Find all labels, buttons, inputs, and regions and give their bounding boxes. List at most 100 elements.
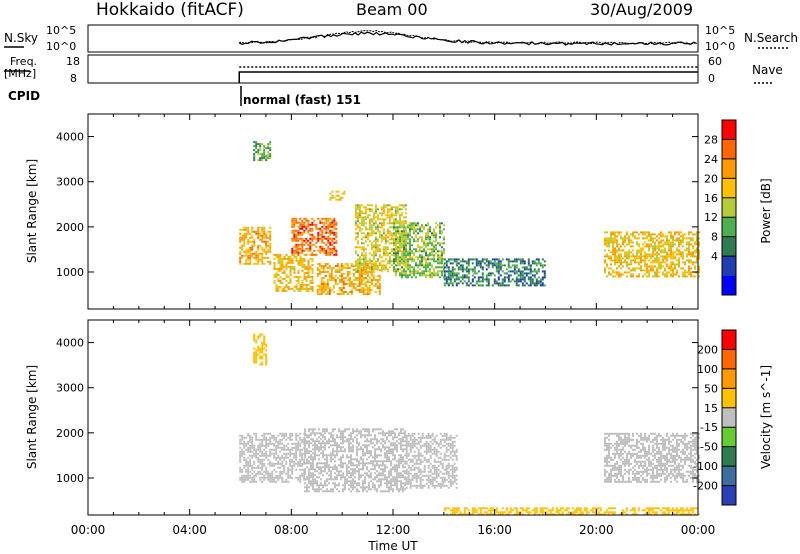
data-cell: [372, 266, 375, 269]
data-cell: [378, 464, 380, 467]
data-cell: [376, 448, 378, 451]
data-cell: [529, 276, 532, 279]
data-cell: [646, 235, 648, 238]
data-cell: [388, 488, 390, 491]
data-cell: [329, 229, 332, 232]
data-cell: [624, 271, 626, 274]
data-cell: [441, 256, 443, 259]
data-cell: [374, 246, 377, 249]
data-cell: [358, 462, 360, 465]
data-cell: [263, 230, 266, 233]
data-cell: [257, 234, 260, 237]
data-cell: [322, 430, 324, 433]
data-cell: [471, 274, 474, 277]
data-cell: [394, 468, 396, 471]
data-cell: [507, 258, 510, 261]
data-cell: [670, 235, 672, 238]
data-cell: [390, 216, 393, 219]
data-cell: [644, 251, 646, 254]
data-cell: [304, 450, 306, 453]
data-cell: [521, 282, 524, 285]
data-cell: [676, 239, 678, 242]
data-cell: [269, 236, 272, 239]
data-cell: [690, 253, 692, 256]
data-cell: [618, 253, 620, 256]
data-cell: [374, 264, 377, 267]
data-cell: [316, 470, 318, 473]
data-cell: [678, 265, 680, 268]
data-cell: [660, 245, 662, 248]
data-cell: [247, 464, 250, 467]
data-cell: [310, 438, 312, 441]
data-cell: [638, 273, 640, 276]
data-cell: [297, 287, 300, 290]
data-cell: [533, 262, 536, 265]
data-cell: [327, 231, 330, 234]
data-cell: [642, 243, 644, 246]
data-cell: [303, 225, 306, 228]
data-cell: [315, 245, 318, 248]
data-cell: [400, 476, 402, 479]
data-cell: [604, 259, 606, 262]
data-cell: [372, 277, 375, 279]
data-cell: [604, 269, 606, 272]
data-cell: [415, 272, 417, 275]
data-cell: [541, 264, 544, 267]
data-cell: [374, 488, 376, 491]
data-cell: [388, 430, 390, 433]
data-cell: [384, 432, 386, 435]
data-cell: [352, 444, 354, 447]
data-cell: [386, 254, 389, 257]
data-cell: [330, 273, 333, 275]
data-cell: [610, 233, 612, 236]
data-cell: [354, 430, 356, 433]
data-cell: [279, 269, 282, 272]
data-cell: [324, 484, 326, 487]
data-cell: [306, 452, 308, 455]
data-cell: [690, 237, 692, 240]
data-cell: [313, 219, 316, 222]
data-cell: [427, 480, 430, 483]
data-cell: [401, 262, 403, 265]
data-cell: [531, 270, 534, 273]
data-cell: [618, 259, 620, 262]
data-cell: [630, 263, 632, 266]
data-cell: [299, 263, 302, 266]
data-cell: [668, 245, 670, 248]
data-cell: [441, 262, 443, 265]
data-cell: [491, 264, 494, 267]
data-cell: [336, 448, 338, 451]
data-cell: [289, 279, 292, 282]
data-cell: [471, 284, 474, 287]
data-cell: [413, 232, 415, 235]
data-cell: [325, 219, 328, 222]
data-cell: [618, 265, 620, 268]
data-cell: [674, 267, 676, 270]
data-cell: [382, 222, 385, 225]
data-cell: [340, 476, 342, 479]
data-cell: [403, 256, 405, 259]
data-cell: [253, 238, 256, 241]
data-cell: [287, 255, 290, 258]
data-cell: [251, 440, 254, 443]
data-cell: [390, 254, 393, 257]
data-cell: [453, 444, 456, 447]
data-cell: [305, 287, 308, 290]
data-cell: [606, 446, 608, 449]
data-cell: [392, 438, 394, 441]
data-cell: [305, 285, 308, 288]
data-cell: [326, 267, 329, 269]
data-cell: [481, 258, 484, 261]
data-cell: [364, 462, 366, 465]
data-cell: [295, 438, 298, 441]
data-cell: [325, 227, 328, 230]
data-cell: [333, 217, 336, 220]
data-cell: [297, 237, 300, 240]
data-cell: [457, 268, 460, 271]
data-cell: [453, 278, 456, 281]
data-cell: [402, 444, 404, 447]
data-cell: [301, 462, 304, 465]
data-cell: [380, 260, 383, 263]
data-cell: [283, 464, 286, 467]
data-cell: [511, 260, 514, 263]
